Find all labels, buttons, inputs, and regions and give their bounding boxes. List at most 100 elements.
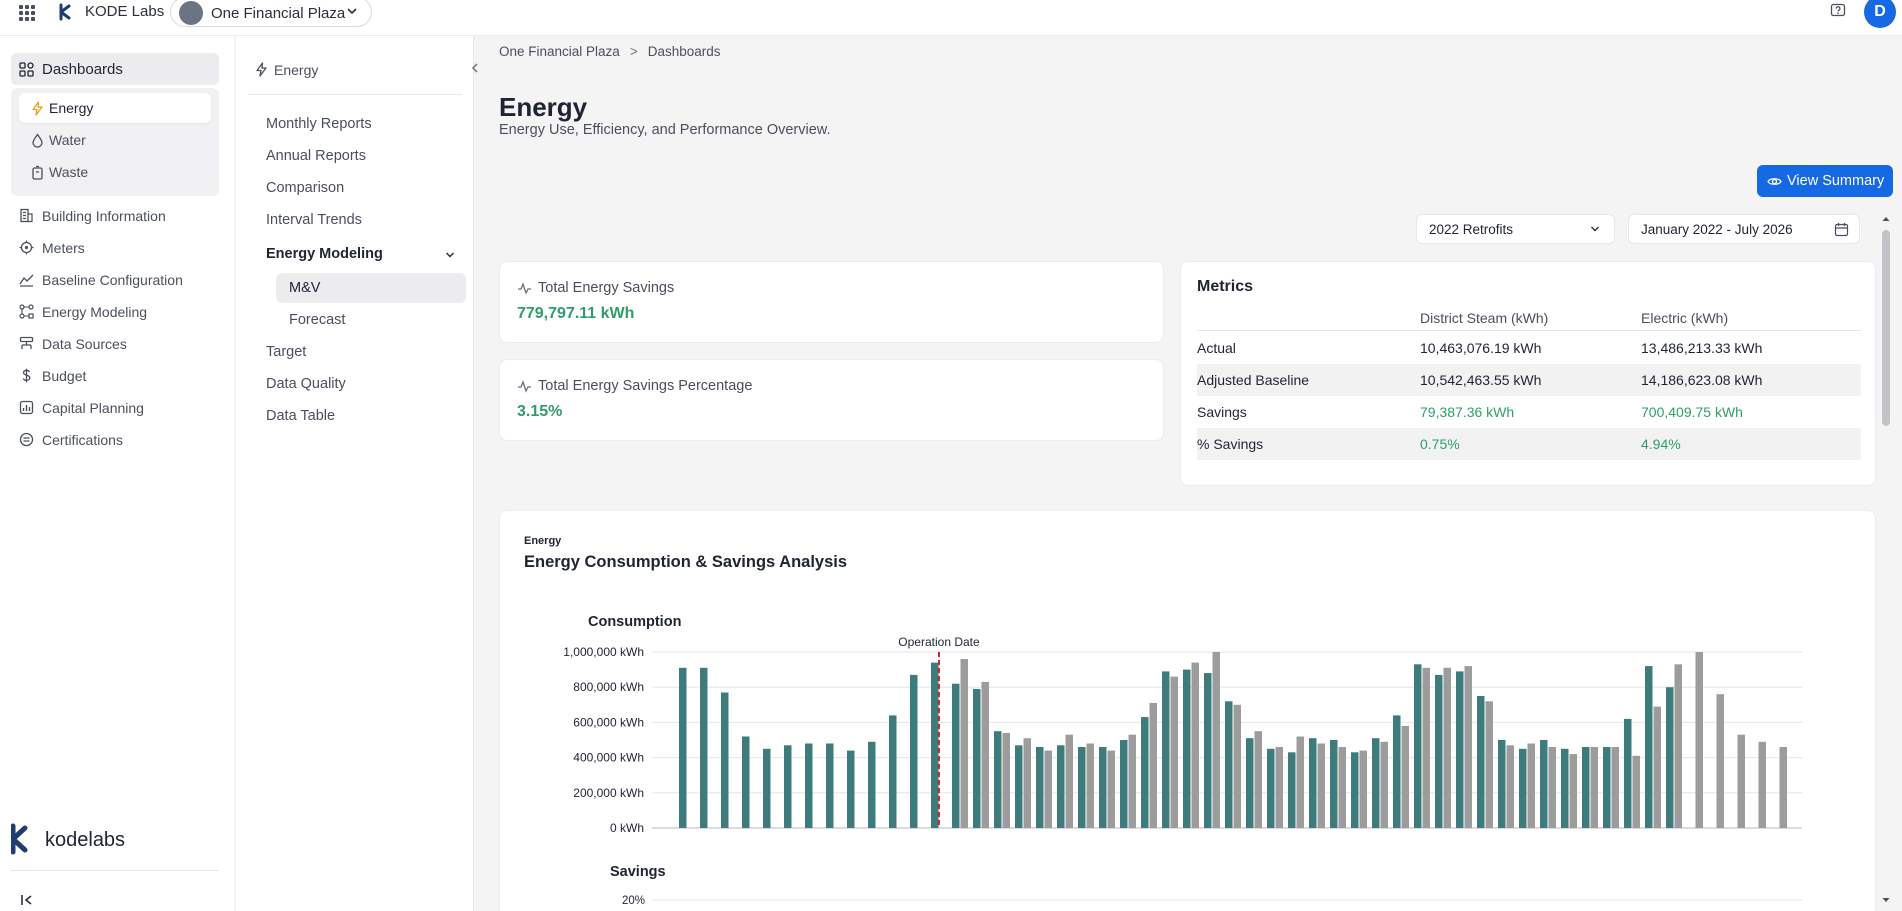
bar-baseline[interactable] — [1086, 743, 1095, 829]
bar-actual[interactable] — [847, 750, 855, 828]
secnav-mv[interactable]: M&V — [276, 273, 466, 303]
bar-actual[interactable] — [1582, 747, 1590, 828]
bar-baseline[interactable] — [1275, 747, 1284, 828]
bar-actual[interactable] — [952, 683, 960, 828]
bar-baseline[interactable] — [1107, 750, 1116, 828]
chevron-down-icon[interactable] — [444, 249, 456, 261]
nav-data-sources[interactable]: Data Sources — [19, 332, 219, 356]
bar-baseline[interactable] — [1359, 750, 1368, 828]
site-selector[interactable]: One Financial Plaza — [170, 0, 372, 27]
bar-actual[interactable] — [1204, 673, 1212, 828]
bar-actual[interactable] — [1624, 718, 1632, 828]
bar-baseline[interactable] — [1023, 738, 1032, 828]
user-avatar[interactable]: D — [1864, 0, 1896, 28]
bar-baseline[interactable] — [1758, 741, 1767, 828]
bar-baseline[interactable] — [1506, 745, 1515, 828]
bar-baseline[interactable] — [1632, 755, 1641, 828]
secnav-forecast[interactable]: Forecast — [276, 305, 466, 335]
secnav-interval-trends[interactable]: Interval Trends — [266, 212, 362, 228]
collapse-sidebar-icon[interactable] — [19, 892, 35, 908]
bar-baseline[interactable] — [1296, 736, 1305, 829]
bar-actual[interactable] — [1288, 752, 1296, 828]
chevron-left-icon[interactable] — [468, 61, 482, 75]
bar-baseline[interactable] — [1443, 667, 1452, 828]
view-summary-button[interactable]: View Summary — [1757, 165, 1893, 197]
bar-actual[interactable] — [784, 745, 792, 828]
bar-baseline[interactable] — [1254, 731, 1263, 828]
bar-baseline[interactable] — [1653, 706, 1662, 828]
nav-water[interactable]: Water — [19, 125, 211, 155]
bar-actual[interactable] — [1666, 687, 1674, 828]
bar-actual[interactable] — [1078, 747, 1086, 828]
bar-actual[interactable] — [1099, 747, 1107, 828]
bar-actual[interactable] — [1330, 740, 1338, 828]
bar-baseline[interactable] — [1002, 733, 1011, 828]
bar-actual[interactable] — [1414, 664, 1422, 828]
bar-actual[interactable] — [1372, 738, 1380, 828]
bar-actual[interactable] — [1603, 747, 1611, 828]
bar-baseline[interactable] — [1401, 725, 1410, 828]
bar-actual[interactable] — [1225, 701, 1233, 828]
bar-actual[interactable] — [1498, 740, 1506, 828]
nav-dashboards[interactable]: Dashboards — [11, 53, 219, 85]
bar-baseline[interactable] — [1674, 664, 1683, 828]
bar-baseline[interactable] — [1212, 652, 1221, 828]
bar-baseline[interactable] — [1170, 676, 1179, 828]
nav-meters[interactable]: Meters — [19, 236, 219, 260]
bar-baseline[interactable] — [1380, 741, 1389, 828]
bar-actual[interactable] — [973, 689, 981, 828]
nav-energy-modeling[interactable]: Energy Modeling — [19, 300, 219, 324]
bar-baseline[interactable] — [1233, 704, 1242, 828]
bar-baseline[interactable] — [981, 681, 990, 828]
secnav-data-table[interactable]: Data Table — [266, 408, 336, 424]
scroll-down-icon[interactable] — [1881, 895, 1891, 905]
bar-actual[interactable] — [721, 692, 729, 829]
bar-actual[interactable] — [1456, 671, 1464, 828]
bar-baseline[interactable] — [1590, 747, 1599, 828]
bar-baseline[interactable] — [1716, 694, 1725, 828]
retrofit-select[interactable]: 2022 Retrofits — [1416, 214, 1615, 244]
bar-actual[interactable] — [1477, 696, 1485, 828]
bar-actual[interactable] — [1519, 748, 1527, 828]
bar-baseline[interactable] — [1191, 662, 1200, 828]
bar-actual[interactable] — [1540, 740, 1548, 828]
bar-actual[interactable] — [910, 674, 918, 828]
help-icon[interactable] — [1830, 3, 1846, 19]
bar-baseline[interactable] — [1338, 747, 1347, 828]
bar-actual[interactable] — [826, 743, 834, 829]
nav-waste[interactable]: Waste — [19, 157, 211, 187]
bar-baseline[interactable] — [1128, 734, 1137, 828]
scroll-up-icon[interactable] — [1881, 214, 1891, 224]
breadcrumb-site[interactable]: One Financial Plaza — [499, 44, 620, 59]
bar-baseline[interactable] — [1779, 747, 1788, 828]
bar-actual[interactable] — [931, 662, 939, 828]
bar-actual[interactable] — [1036, 747, 1044, 828]
bar-baseline[interactable] — [1065, 734, 1074, 828]
app-grid-icon[interactable] — [19, 5, 35, 21]
bar-baseline[interactable] — [1695, 652, 1704, 828]
bar-baseline[interactable] — [960, 659, 969, 828]
bar-actual[interactable] — [1309, 738, 1317, 828]
bar-actual[interactable] — [1351, 752, 1359, 828]
secnav-comparison[interactable]: Comparison — [266, 180, 345, 196]
bar-actual[interactable] — [1183, 669, 1191, 828]
secnav-energy-modeling[interactable]: Energy Modeling — [266, 246, 383, 262]
bar-baseline[interactable] — [1317, 743, 1326, 829]
bar-actual[interactable] — [1393, 715, 1401, 828]
nav-energy[interactable]: Energy — [19, 93, 211, 123]
bar-baseline[interactable] — [1548, 747, 1557, 828]
bar-actual[interactable] — [1435, 674, 1443, 828]
date-range-picker[interactable]: January 2022 - July 2026 — [1628, 214, 1860, 244]
bar-actual[interactable] — [679, 667, 687, 828]
bar-baseline[interactable] — [1737, 734, 1746, 828]
bar-actual[interactable] — [1141, 717, 1149, 828]
secnav-data-quality[interactable]: Data Quality — [266, 376, 346, 392]
secnav-target[interactable]: Target — [266, 344, 307, 360]
bar-actual[interactable] — [742, 736, 750, 829]
bar-baseline[interactable] — [1422, 667, 1431, 828]
bar-actual[interactable] — [1267, 748, 1275, 828]
bar-actual[interactable] — [1120, 740, 1128, 828]
nav-building-information[interactable]: Building Information — [19, 204, 219, 228]
bar-actual[interactable] — [805, 743, 813, 829]
nav-capital-planning[interactable]: Capital Planning — [19, 396, 219, 420]
